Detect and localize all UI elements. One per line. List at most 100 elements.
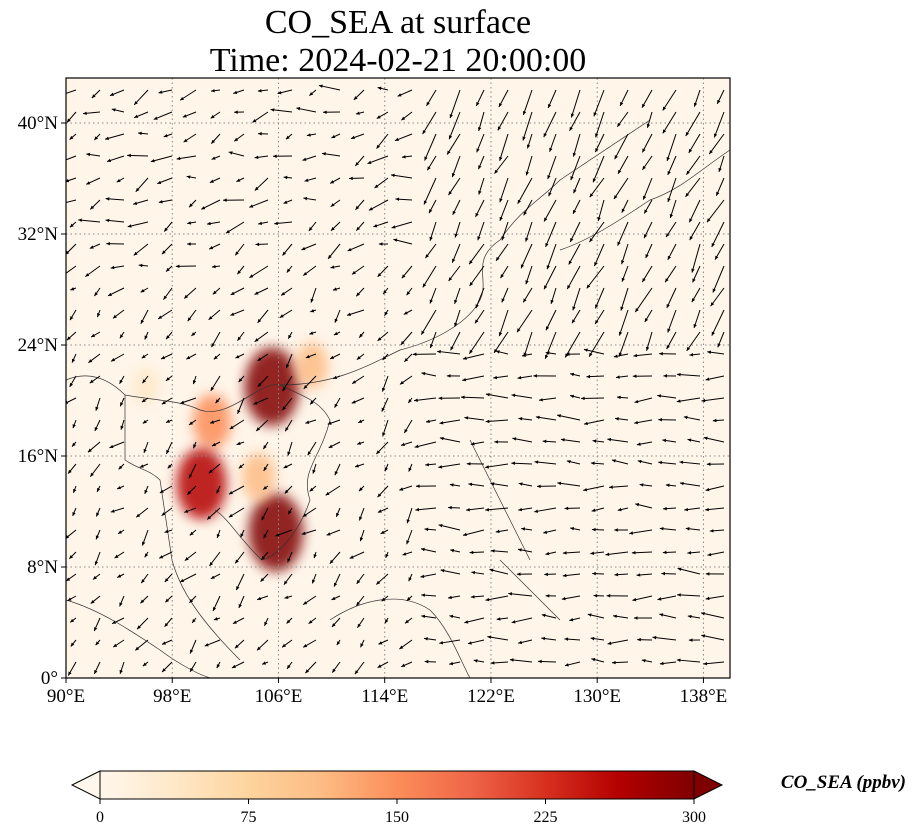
wind-arrow (254, 155, 269, 160)
wind-arrow (403, 309, 413, 315)
wind-arrow (561, 595, 581, 601)
wind-arrow (229, 419, 245, 430)
wind-arrow (141, 353, 149, 359)
wind-arrow (260, 573, 269, 582)
wind-arrow (518, 507, 533, 512)
wind-arrow (192, 441, 197, 449)
wind-arrow (356, 441, 365, 445)
wind-arrow (439, 419, 461, 425)
wind-arrow (564, 506, 581, 511)
wind-arrow (71, 353, 77, 363)
wind-arrow (689, 353, 701, 357)
wind-arrow (572, 199, 581, 215)
wind-arrow (586, 265, 605, 289)
wind-arrow (391, 221, 413, 229)
wind-arrow (325, 485, 341, 496)
wind-arrow (543, 111, 557, 138)
wind-arrow (191, 331, 197, 337)
wind-arrow (329, 353, 341, 360)
wind-arrow (135, 177, 149, 193)
wind-arrow (283, 199, 293, 204)
wind-arrow (144, 331, 149, 340)
wind-arrow (188, 419, 197, 426)
wind-arrow (66, 155, 77, 161)
wind-arrow (89, 463, 101, 477)
wind-arrow (209, 177, 221, 184)
wind-arrow (657, 595, 677, 601)
wind-arrow (470, 595, 485, 599)
wind-arrow (353, 89, 365, 101)
wind-arrow (662, 438, 677, 443)
wind-arrow (356, 573, 365, 585)
wind-arrow (569, 617, 581, 622)
wind-arrow (309, 89, 317, 97)
wind-arrow (609, 485, 629, 489)
wind-arrow (164, 617, 173, 628)
wind-arrow (135, 507, 149, 518)
wind-arrow (511, 617, 533, 624)
colorbar-tick-label: 75 (241, 809, 257, 826)
coast-borneo (329, 598, 471, 678)
wind-arrow (475, 287, 485, 309)
wind-arrow (693, 309, 701, 329)
wind-arrow (367, 155, 389, 165)
wind-arrow (631, 550, 653, 555)
wind-arrow (688, 638, 701, 642)
wind-arrow (406, 595, 413, 602)
wind-arrow (138, 263, 149, 268)
wind-arrow (302, 639, 317, 648)
wind-arrow (572, 133, 581, 157)
wind-arrow (547, 89, 557, 109)
colorbar-tick-label: 300 (682, 809, 706, 826)
wind-arrow (127, 221, 149, 228)
wind-arrow (641, 133, 653, 153)
wind-arrow (525, 265, 533, 285)
wind-arrow (400, 111, 413, 121)
wind-arrow (318, 84, 341, 91)
wind-arrow (485, 419, 509, 424)
wind-arrow (215, 397, 221, 404)
wind-arrow (254, 177, 269, 191)
wind-arrow (464, 617, 485, 624)
wind-arrow (517, 548, 533, 553)
wind-arrow (521, 527, 533, 531)
wind-arrow (550, 287, 557, 304)
wind-arrow (706, 462, 725, 466)
wind-arrow (597, 199, 605, 222)
wind-arrow (614, 528, 629, 532)
wind-arrow (286, 617, 293, 624)
wind-arrow (223, 198, 245, 202)
wind-arrow (208, 309, 221, 321)
wind-arrow (708, 133, 725, 155)
wind-arrow (355, 221, 365, 232)
wind-arrow (429, 287, 437, 304)
wind-arrow (512, 437, 533, 443)
wind-arrow (501, 287, 509, 303)
wind-arrow (153, 111, 173, 120)
wind-arrow (88, 353, 101, 364)
wind-arrow (270, 108, 293, 113)
wind-arrow (644, 309, 653, 323)
wind-arrow (95, 529, 101, 540)
wind-arrow (614, 133, 629, 160)
wind-arrow (384, 463, 389, 472)
wind-arrow (400, 441, 413, 447)
wind-arrow (165, 419, 173, 424)
wind-arrow (307, 441, 317, 456)
wind-arrow (208, 463, 221, 474)
colorbar-tick-label: 225 (534, 809, 558, 826)
wind-arrow (72, 419, 77, 429)
wind-arrow (209, 551, 221, 567)
wind-arrow (186, 175, 197, 179)
wind-arrow (415, 484, 437, 488)
wind-arrow (119, 331, 125, 339)
wind-arrow (351, 375, 365, 385)
wind-arrow (164, 573, 173, 583)
wind-arrow (236, 265, 245, 275)
wind-arrow (72, 485, 77, 494)
wind-arrow (66, 331, 77, 341)
wind-arrow (425, 243, 437, 259)
wind-arrow (659, 661, 677, 666)
wind-arrow (374, 177, 389, 189)
wind-arrow (612, 660, 629, 665)
